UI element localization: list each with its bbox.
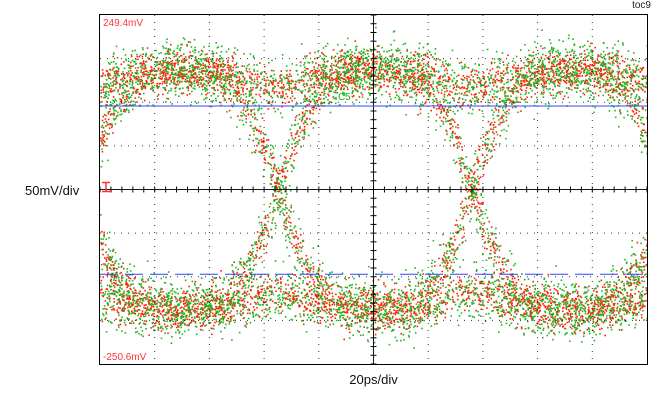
top-level-label: 249.4mV [103,18,143,29]
graticule [100,15,647,364]
bottom-level-label: -250.6mV [103,352,147,363]
ground-marker [102,181,112,193]
cursor-label: C5 [338,92,351,103]
cursors [100,105,647,275]
eye-diagram-plot: 249.4mV -250.6mV C5 [99,14,648,365]
eye-traces [100,26,647,349]
annotations: 249.4mV -250.6mV C5 [103,18,351,363]
vertical-scale-label: 50mV/div [25,183,80,198]
figure-tag: toc9 [632,0,651,11]
trace-series-2 [100,26,647,349]
eye-diagram-svg: 249.4mV -250.6mV C5 [100,15,647,364]
horizontal-scale-label: 20ps/div [349,372,398,387]
